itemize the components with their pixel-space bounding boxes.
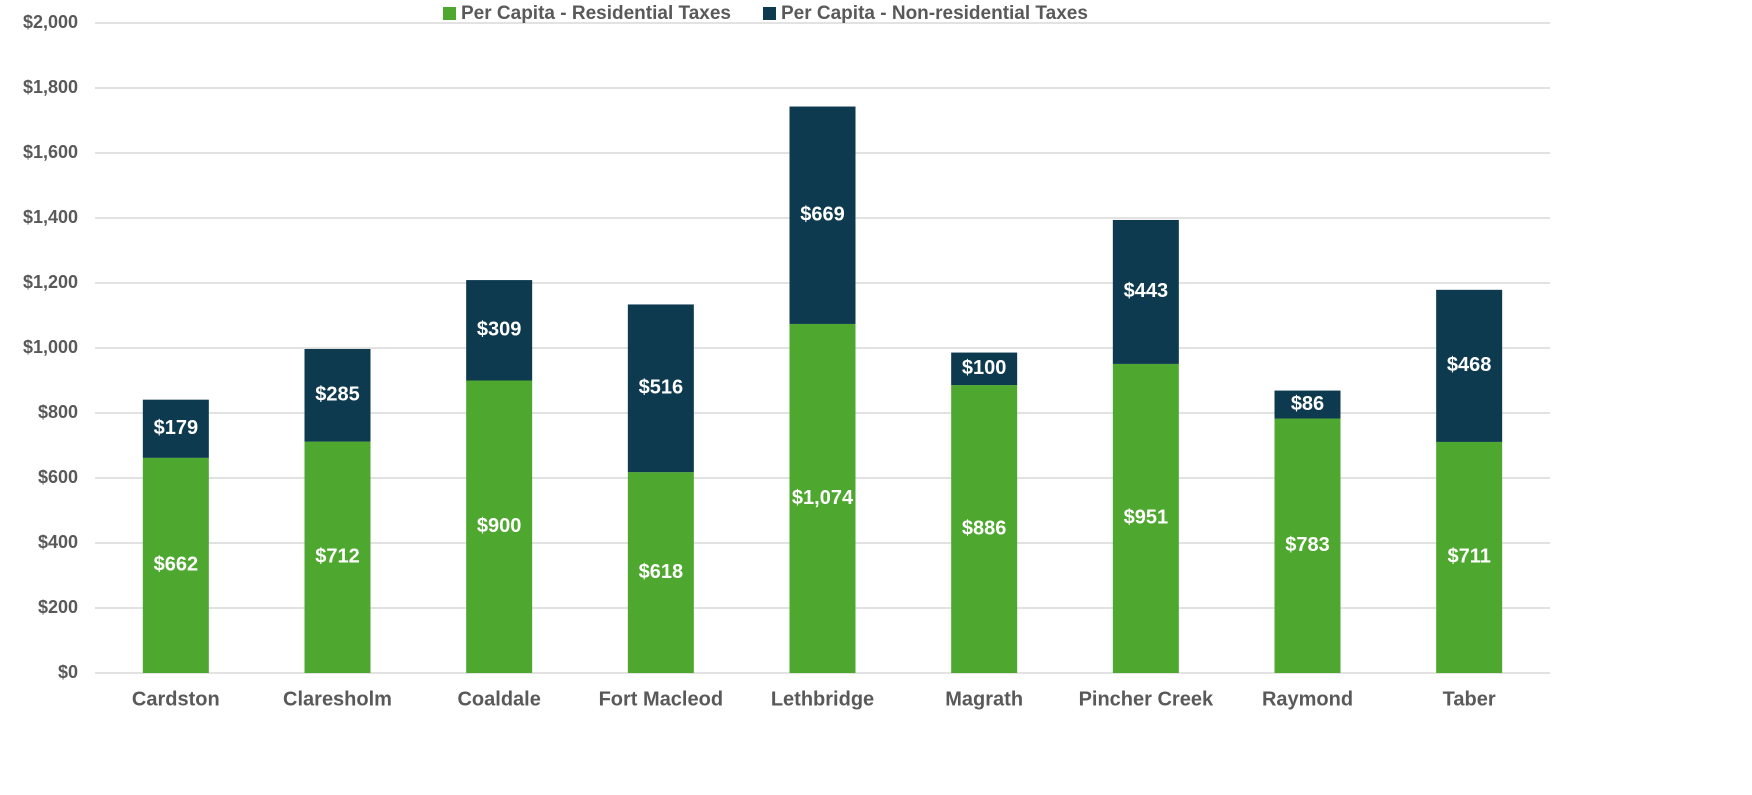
data-label: $711 xyxy=(1447,546,1490,568)
bar-segment xyxy=(466,380,533,673)
bar-segment xyxy=(1274,390,1341,419)
bar-segment xyxy=(789,106,856,324)
data-label: $783 xyxy=(1285,534,1330,556)
bar-segment xyxy=(142,457,209,673)
bar-segment xyxy=(304,441,371,673)
data-label: $100 xyxy=(962,357,1007,379)
bar-segment xyxy=(627,472,694,673)
data-label: $900 xyxy=(477,515,522,537)
x-tick-label: Lethbridge xyxy=(771,688,874,710)
bar-segment xyxy=(627,304,694,473)
bar-segment xyxy=(1274,418,1341,673)
y-tick-label: $0 xyxy=(58,662,78,682)
bar-segment xyxy=(1436,289,1503,442)
y-tick-label: $1,200 xyxy=(23,272,78,292)
data-label: $86 xyxy=(1291,393,1324,415)
data-label: $516 xyxy=(639,377,684,399)
y-tick-label: $1,600 xyxy=(23,142,78,162)
x-tick-label: Magrath xyxy=(945,688,1023,710)
x-tick-label: Raymond xyxy=(1262,688,1353,710)
x-tick-label: Pincher Creek xyxy=(1079,688,1214,710)
legend-swatch xyxy=(443,7,456,20)
legend-label: Per Capita - Non-residential Taxes xyxy=(781,3,1088,24)
y-tick-label: $200 xyxy=(38,597,78,617)
x-tick-label: Taber xyxy=(1443,688,1496,710)
y-tick-label: $1,400 xyxy=(23,207,78,227)
bar-segment xyxy=(951,385,1018,673)
data-label: $669 xyxy=(800,204,845,226)
y-tick-label: $400 xyxy=(38,532,78,552)
data-label: $179 xyxy=(154,417,199,439)
bar-segment xyxy=(1436,441,1503,673)
data-label: $662 xyxy=(154,554,199,576)
data-label: $951 xyxy=(1124,507,1169,529)
y-tick-label: $2,000 xyxy=(23,12,78,32)
bar-segment xyxy=(789,323,856,673)
x-tick-label: Fort Macleod xyxy=(599,688,723,710)
legend-label: Per Capita - Residential Taxes xyxy=(461,3,731,24)
data-label: $309 xyxy=(477,319,522,341)
y-tick-label: $600 xyxy=(38,467,78,487)
y-tick-label: $1,800 xyxy=(23,77,78,97)
bar-segment xyxy=(1112,219,1179,364)
x-tick-label: Coaldale xyxy=(457,688,540,710)
bar-segment xyxy=(304,348,371,442)
y-tick-label: $1,000 xyxy=(23,337,78,357)
bar-segment xyxy=(1112,363,1179,673)
data-label: $285 xyxy=(315,384,360,406)
x-tick-label: Claresholm xyxy=(283,688,392,710)
bar-segment xyxy=(142,399,209,458)
data-label: $1,074 xyxy=(792,487,854,509)
legend-swatch xyxy=(762,7,776,20)
data-label: $443 xyxy=(1124,280,1169,302)
y-tick-label: $800 xyxy=(38,402,78,422)
data-label: $712 xyxy=(315,546,360,568)
data-label: $618 xyxy=(639,561,684,583)
bar-segment xyxy=(951,352,1018,386)
data-label: $468 xyxy=(1447,354,1492,376)
x-tick-label: Cardston xyxy=(132,688,220,710)
bar-segment xyxy=(466,280,533,381)
data-label: $886 xyxy=(962,517,1007,539)
